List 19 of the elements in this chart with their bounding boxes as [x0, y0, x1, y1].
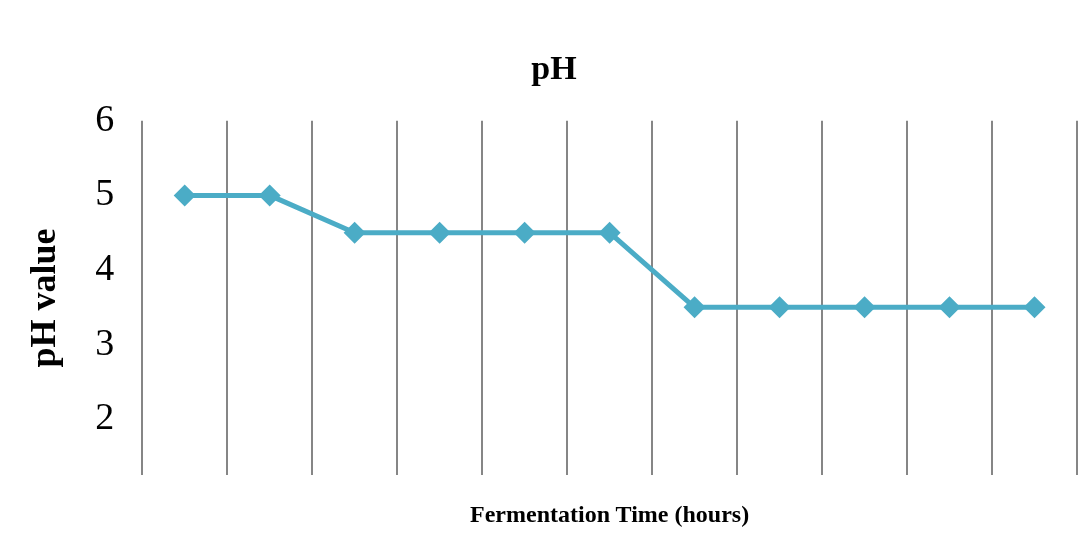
y-tick-label: 5: [95, 171, 115, 214]
point: [598, 221, 621, 244]
y-axis-title: pH value: [22, 228, 63, 368]
y-tick-label: 2: [95, 395, 115, 438]
point: [683, 296, 706, 319]
point: [428, 221, 451, 244]
point: [343, 221, 366, 244]
y-tick-label: 3: [95, 320, 115, 363]
chart-title: pH: [531, 49, 577, 87]
point: [853, 296, 876, 319]
point: [1023, 296, 1046, 319]
point: [173, 184, 196, 207]
y-tick-label: 4: [95, 246, 115, 289]
y-tick-label: 6: [95, 96, 115, 139]
point: [513, 221, 536, 244]
point: [938, 296, 961, 319]
x-axis-title: Fermentation Time (hours): [470, 500, 750, 527]
point: [768, 296, 791, 319]
point: [258, 184, 281, 207]
